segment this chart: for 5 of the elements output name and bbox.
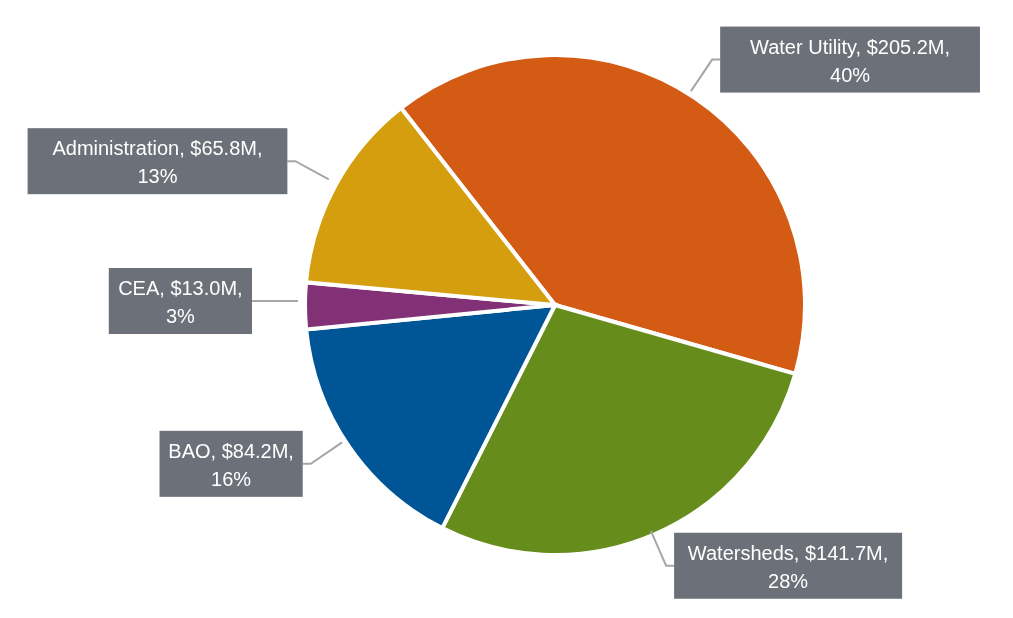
- slice-label: CEA, $13.0M, 3%: [118, 277, 243, 328]
- slice-label: Water Utility, $205.2M, 40%: [750, 35, 951, 86]
- slice-label: Watersheds, $141.7M, 28%: [687, 541, 889, 592]
- slice-label: Administration, $65.8M, 13%: [52, 137, 263, 188]
- slice-label: BAO, $84.2M, 16%: [168, 439, 294, 490]
